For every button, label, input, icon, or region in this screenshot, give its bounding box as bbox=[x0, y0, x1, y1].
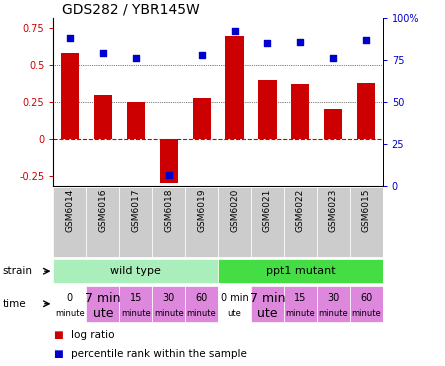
Bar bbox=[218, 187, 251, 257]
Bar bbox=[152, 285, 185, 322]
Text: GSM6023: GSM6023 bbox=[329, 188, 338, 232]
Text: 60: 60 bbox=[360, 293, 372, 303]
Point bbox=[231, 29, 238, 34]
Text: ute: ute bbox=[227, 309, 242, 318]
Text: GDS282 / YBR145W: GDS282 / YBR145W bbox=[62, 2, 200, 16]
Bar bbox=[357, 83, 375, 139]
Bar bbox=[53, 259, 218, 283]
Point bbox=[264, 40, 271, 46]
Text: GSM6014: GSM6014 bbox=[65, 188, 74, 232]
Text: minute: minute bbox=[187, 309, 216, 318]
Bar bbox=[284, 187, 317, 257]
Bar bbox=[291, 85, 309, 139]
Text: wild type: wild type bbox=[110, 266, 161, 276]
Text: 15: 15 bbox=[294, 293, 307, 303]
Bar bbox=[324, 109, 342, 139]
Bar bbox=[160, 139, 178, 183]
Bar bbox=[86, 187, 119, 257]
Bar bbox=[61, 53, 79, 139]
Text: GSM6019: GSM6019 bbox=[197, 188, 206, 232]
Text: log ratio: log ratio bbox=[71, 330, 115, 340]
Point bbox=[132, 55, 139, 61]
Text: ppt1 mutant: ppt1 mutant bbox=[266, 266, 335, 276]
Text: GSM6022: GSM6022 bbox=[296, 188, 305, 232]
Text: ■: ■ bbox=[53, 330, 63, 340]
Text: minute: minute bbox=[55, 309, 85, 318]
Text: minute: minute bbox=[319, 309, 348, 318]
Text: GSM6018: GSM6018 bbox=[164, 188, 173, 232]
Bar bbox=[152, 187, 185, 257]
Point bbox=[66, 35, 73, 41]
Bar bbox=[53, 285, 86, 322]
Text: 30: 30 bbox=[327, 293, 340, 303]
Text: minute: minute bbox=[286, 309, 315, 318]
Point bbox=[198, 52, 205, 58]
Bar bbox=[185, 187, 218, 257]
Bar bbox=[226, 36, 243, 139]
Point bbox=[363, 37, 370, 43]
Text: 30: 30 bbox=[162, 293, 175, 303]
Text: percentile rank within the sample: percentile rank within the sample bbox=[71, 349, 247, 359]
Bar bbox=[193, 98, 210, 139]
Text: 15: 15 bbox=[129, 293, 142, 303]
Text: GSM6017: GSM6017 bbox=[131, 188, 140, 232]
Text: GSM6015: GSM6015 bbox=[362, 188, 371, 232]
Text: 0: 0 bbox=[67, 293, 73, 303]
Text: 60: 60 bbox=[195, 293, 208, 303]
Text: GSM6020: GSM6020 bbox=[230, 188, 239, 232]
Point bbox=[165, 172, 172, 178]
Bar bbox=[119, 187, 152, 257]
Point bbox=[99, 51, 106, 56]
Bar bbox=[218, 259, 383, 283]
Text: ■: ■ bbox=[53, 349, 63, 359]
Text: ute: ute bbox=[93, 307, 113, 320]
Bar bbox=[259, 80, 276, 139]
Point bbox=[330, 55, 337, 61]
Text: strain: strain bbox=[2, 266, 32, 276]
Text: GSM6021: GSM6021 bbox=[263, 188, 272, 232]
Text: 7 min: 7 min bbox=[250, 292, 285, 305]
Bar bbox=[317, 187, 350, 257]
Text: GSM6016: GSM6016 bbox=[98, 188, 107, 232]
Text: minute: minute bbox=[121, 309, 150, 318]
Bar bbox=[251, 187, 284, 257]
Bar bbox=[86, 285, 119, 322]
Bar bbox=[127, 102, 145, 139]
Text: minute: minute bbox=[154, 309, 183, 318]
Point bbox=[297, 38, 304, 44]
Bar bbox=[218, 285, 251, 322]
Bar bbox=[317, 285, 350, 322]
Bar bbox=[350, 187, 383, 257]
Bar bbox=[119, 285, 152, 322]
Bar bbox=[53, 187, 86, 257]
Bar bbox=[251, 285, 284, 322]
Text: ute: ute bbox=[257, 307, 278, 320]
Bar bbox=[94, 95, 112, 139]
Bar bbox=[350, 285, 383, 322]
Text: 7 min: 7 min bbox=[85, 292, 121, 305]
Text: minute: minute bbox=[352, 309, 381, 318]
Bar bbox=[185, 285, 218, 322]
Bar bbox=[284, 285, 317, 322]
Text: time: time bbox=[2, 299, 26, 309]
Text: 0 min: 0 min bbox=[221, 293, 248, 303]
